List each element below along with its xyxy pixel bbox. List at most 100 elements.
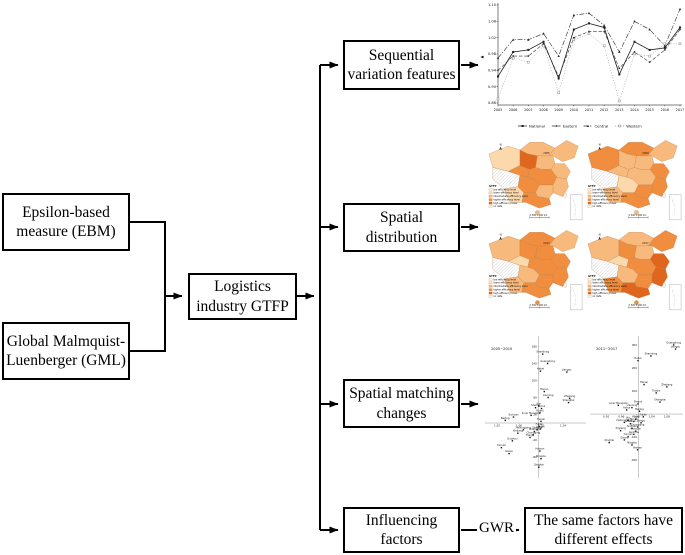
svg-text:2009: 2009 (554, 108, 562, 112)
box-ebm-label: Epsilon-based measure (EBM) (16, 203, 116, 240)
svg-text:Beijing: Beijing (501, 416, 510, 420)
svg-text:2016: 2016 (661, 108, 669, 112)
box-spatial-matching: Spatial matching changes (343, 379, 460, 428)
map-scale-text: 0 500 1,000 km (530, 304, 548, 307)
svg-text:2013: 2013 (615, 108, 623, 112)
scatter-period-label: 2011~2017 (596, 347, 617, 351)
svg-text:-40: -40 (532, 438, 537, 442)
svg-text:low efficiency level: low efficiency level (493, 278, 516, 281)
box-result: The same factors have different effects (524, 507, 683, 553)
svg-text:140: 140 (532, 362, 537, 366)
svg-text:0.92: 0.92 (603, 415, 609, 419)
svg-text:intermediate efficiency level: intermediate efficiency level (493, 195, 528, 198)
svg-text:Tianjin: Tianjin (652, 388, 661, 392)
svg-text:Central: Central (595, 123, 609, 128)
svg-text:2014: 2014 (630, 108, 638, 112)
svg-text:1.06: 1.06 (488, 20, 497, 24)
svg-text:no data: no data (493, 205, 503, 208)
box-spatial-distribution-label: Spatial distribution (365, 209, 438, 246)
svg-text:1.14: 1.14 (560, 424, 566, 428)
svg-text:high efficiency level: high efficiency level (493, 202, 517, 205)
map-year-label: 2017 (642, 241, 649, 245)
svg-text:Guangxi: Guangxi (529, 427, 540, 431)
svg-text:Zhejiang: Zhejiang (564, 394, 575, 398)
svg-text:Hubei: Hubei (632, 415, 640, 419)
svg-text:1.10: 1.10 (488, 3, 497, 7)
svg-text:Shandong: Shandong (536, 350, 549, 354)
svg-text:180: 180 (532, 345, 537, 349)
svg-text:Liaoning: Liaoning (627, 403, 638, 407)
svg-text:Hebei: Hebei (634, 356, 642, 360)
svg-text:no data: no data (592, 295, 602, 298)
svg-text:Inner Mongolia: Inner Mongolia (522, 411, 541, 415)
svg-text:low efficiency level: low efficiency level (592, 188, 615, 191)
box-logistics-gtfp-label: Logistics industry GTFP (196, 278, 289, 315)
box-sequential-variation-label: Sequential variation features (347, 46, 456, 83)
svg-text:1.02: 1.02 (488, 36, 496, 40)
svg-text:Sichuan: Sichuan (509, 413, 519, 417)
svg-text:intermediate efficiency level: intermediate efficiency level (493, 285, 528, 288)
svg-text:2006: 2006 (509, 108, 517, 112)
map-legend-title: GTFP (489, 184, 497, 188)
box-influencing-factors: Influencing factors (343, 507, 460, 553)
svg-text:2012: 2012 (600, 108, 608, 112)
south-china-sea-inset (570, 284, 583, 311)
svg-text:Ningxia: Ningxia (536, 454, 546, 458)
svg-text:Zhejiang: Zhejiang (661, 382, 672, 386)
svg-text:intermediate efficiency level: intermediate efficiency level (592, 285, 627, 288)
svg-text:Shandong: Shandong (645, 351, 658, 355)
svg-text:0.98: 0.98 (488, 52, 497, 56)
svg-text:Shanghai: Shanghai (654, 398, 666, 402)
svg-text:Jiangsu: Jiangsu (561, 368, 571, 372)
svg-text:-80: -80 (532, 455, 537, 459)
svg-text:Xinjiang: Xinjiang (616, 426, 626, 430)
box-spatial-matching-label: Spatial matching changes (349, 385, 454, 422)
svg-text:2008: 2008 (539, 108, 547, 112)
svg-text:higher efficiency level: higher efficiency level (592, 198, 619, 201)
svg-text:high efficiency level: high efficiency level (592, 202, 616, 205)
hainan-region (634, 210, 639, 215)
svg-text:100: 100 (532, 379, 537, 383)
svg-text:20: 20 (533, 413, 537, 417)
svg-text:high efficiency level: high efficiency level (493, 292, 517, 295)
svg-text:0.96: 0.96 (618, 415, 624, 419)
svg-text:Fujian: Fujian (640, 412, 648, 416)
svg-text:higher efficiency level: higher efficiency level (493, 198, 520, 201)
svg-text:Inner Mongolia: Inner Mongolia (609, 401, 628, 405)
svg-text:-200: -200 (631, 458, 637, 462)
svg-text:higher efficiency level: higher efficiency level (493, 288, 520, 291)
north-arrow-icon (598, 236, 601, 241)
svg-text:Jiangxi: Jiangxi (535, 424, 545, 428)
y-axis-title-arrow (480, 55, 484, 59)
box-logistics-gtfp: Logistics industry GTFP (188, 273, 297, 320)
china-maps-grid: N 2005 GTFP low efficiency level lower effic… (483, 139, 685, 319)
svg-text:high efficiency level: high efficiency level (592, 292, 616, 295)
map-year-label: 2005 (543, 151, 550, 155)
north-arrow-icon (499, 146, 502, 151)
taiwan-region (662, 282, 666, 288)
map-scale-text: 0 500 1,000 km (629, 304, 647, 307)
svg-text:Hebei: Hebei (537, 367, 545, 371)
south-china-sea-inset (669, 284, 682, 311)
svg-text:higher efficiency level: higher efficiency level (592, 288, 619, 291)
svg-text:Shaanxi: Shaanxi (625, 419, 635, 423)
svg-text:Guangdong: Guangdong (666, 340, 681, 344)
svg-text:National: National (529, 123, 545, 128)
svg-text:N: N (500, 233, 502, 237)
hainan-region (535, 210, 540, 215)
north-arrow-icon (499, 236, 502, 241)
map-legend-title: GTFP (588, 274, 596, 278)
svg-text:N: N (599, 233, 601, 237)
svg-text:Gansu: Gansu (620, 435, 628, 439)
map-legend-title: GTFP (489, 274, 497, 278)
svg-text:100: 100 (632, 389, 637, 393)
svg-text:1.04: 1.04 (649, 415, 655, 419)
svg-text:Chongqing: Chongqing (631, 422, 645, 426)
series-eastern (497, 29, 681, 78)
box-ebm: Epsilon-based measure (EBM) (2, 193, 130, 251)
hainan-region (634, 300, 639, 305)
south-china-sea-inset (570, 194, 583, 221)
box-spatial-distribution: Spatial distribution (343, 203, 460, 252)
svg-text:Western: Western (626, 123, 642, 128)
